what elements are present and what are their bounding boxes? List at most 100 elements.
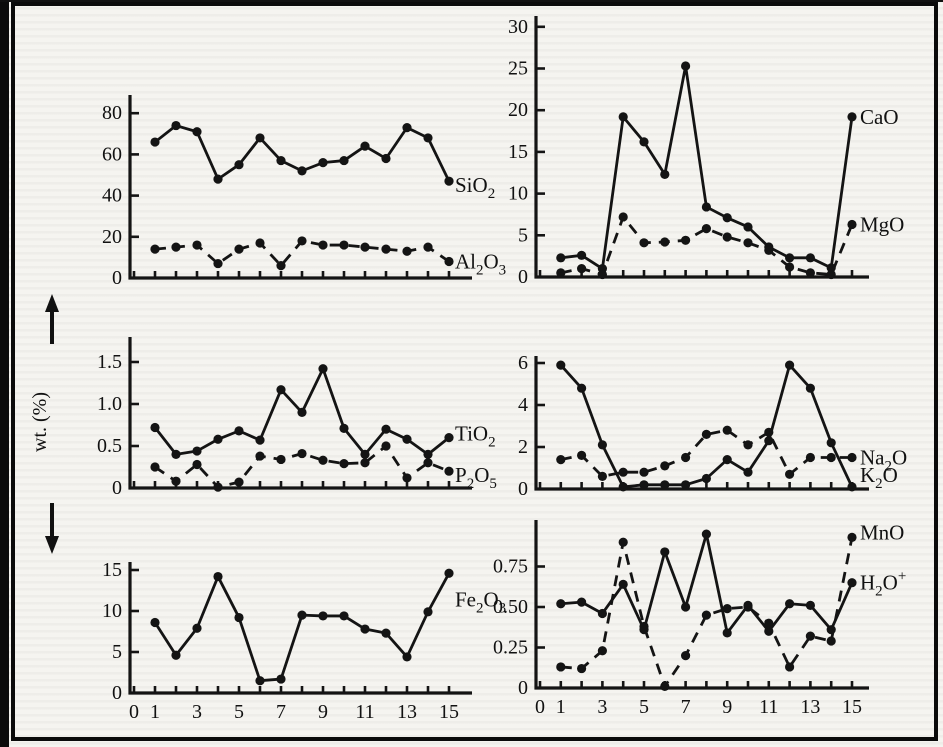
- data-point: [764, 436, 774, 446]
- data-point: [577, 450, 587, 460]
- data-point: [805, 600, 816, 610]
- y-tick-label: 5: [518, 224, 528, 246]
- data-point: [381, 153, 391, 164]
- y-axis: 0 0.25 0.50 0.75: [493, 520, 545, 699]
- series-K2O: K2O: [556, 360, 898, 492]
- y-axis-unit-label: wt. (%): [29, 392, 51, 452]
- data-point: [805, 253, 816, 263]
- data-point: [701, 529, 712, 539]
- data-point: [318, 455, 328, 465]
- data-point: [577, 383, 587, 393]
- y-tick-label: 6: [518, 352, 528, 374]
- x-tick-label: 0: [129, 701, 139, 723]
- data-point: [150, 244, 160, 254]
- data-point: [681, 480, 691, 490]
- y-tick-label: 0: [518, 677, 528, 699]
- data-point: [381, 244, 391, 254]
- series-line-MnO: [560, 537, 854, 688]
- data-point: [556, 268, 566, 278]
- chart-sio2-al2o3: 0 20 40 60 80 SiO2 Al2O3: [102, 95, 506, 289]
- data-point: [618, 212, 628, 222]
- x-tick-label: 5: [234, 701, 244, 723]
- data-point: [847, 532, 857, 542]
- y-tick-label: 15: [102, 559, 122, 581]
- data-point: [577, 264, 587, 274]
- data-point: [171, 449, 181, 459]
- data-point: [255, 451, 265, 461]
- data-point: [297, 407, 307, 417]
- x-tick-label: 9: [722, 696, 732, 718]
- data-point: [339, 155, 349, 166]
- data-point: [618, 579, 628, 589]
- data-point: [722, 604, 732, 614]
- data-point: [423, 242, 433, 252]
- data-point: [234, 612, 244, 623]
- series-CaO: CaO: [556, 61, 899, 274]
- chart-cao-mgo: 0 5 10 15 20 25 30 CaO MgO: [508, 16, 904, 288]
- data-point: [234, 477, 244, 487]
- data-point: [826, 438, 836, 448]
- data-point: [847, 112, 857, 122]
- data-point: [618, 112, 628, 122]
- series-line-MgO: [560, 215, 854, 276]
- y-tick-label: 4: [518, 394, 528, 416]
- y-tick-label: 0: [112, 477, 122, 499]
- series-label-K2O: K2O: [860, 463, 898, 492]
- data-point: [826, 636, 836, 646]
- x-axis: [128, 271, 472, 280]
- data-point: [213, 174, 223, 184]
- down-arrow-icon: [45, 503, 59, 554]
- data-point: [597, 471, 608, 481]
- data-point: [785, 662, 795, 672]
- data-point: [213, 434, 223, 444]
- data-point: [402, 473, 412, 483]
- data-point: [701, 610, 712, 620]
- data-point: [402, 123, 412, 133]
- data-point: [297, 610, 307, 620]
- data-point: [639, 467, 649, 477]
- data-point: [785, 262, 795, 272]
- y-tick-label: 10: [508, 183, 528, 205]
- data-point: [805, 268, 816, 278]
- y-tick-label: 0: [518, 266, 528, 288]
- x-tick-label: 3: [597, 696, 607, 718]
- x-tick-label: 15: [842, 696, 862, 718]
- y-tick-label: 0.25: [493, 637, 528, 659]
- y-tick-label: 20: [508, 99, 528, 121]
- data-point: [660, 681, 670, 691]
- data-point: [785, 360, 795, 370]
- data-point: [234, 244, 244, 254]
- data-point: [681, 61, 691, 71]
- x-tick-label: 0: [535, 696, 545, 718]
- data-point: [660, 461, 670, 471]
- series-Na2O: Na2O: [556, 425, 907, 481]
- x-tick-label: 11: [759, 696, 778, 718]
- data-point: [597, 269, 608, 280]
- y-tick-label: 60: [102, 143, 122, 165]
- data-point: [764, 618, 774, 628]
- x-tick-label: 1: [150, 701, 160, 723]
- series-line-Na2O: [560, 428, 852, 478]
- x-tick-label: 7: [276, 701, 286, 723]
- data-point: [444, 433, 454, 443]
- data-point: [276, 261, 286, 271]
- y-tick-label: 0: [112, 267, 122, 289]
- data-point: [444, 176, 454, 186]
- data-point: [213, 482, 223, 492]
- x-tick-label: 11: [355, 701, 374, 723]
- data-point: [318, 364, 328, 374]
- y-tick-label: 15: [508, 141, 528, 163]
- data-point: [743, 602, 753, 612]
- data-point: [785, 599, 795, 609]
- y-axis: 0 20 40 60 80: [102, 95, 139, 289]
- series-TiO2: TiO2: [150, 364, 496, 459]
- data-point: [722, 628, 732, 638]
- data-point: [743, 238, 753, 248]
- data-point: [805, 383, 816, 393]
- data-point: [722, 455, 732, 465]
- y-tick-label: 0.5: [97, 435, 122, 457]
- data-point: [234, 426, 244, 436]
- data-point: [577, 663, 587, 674]
- y-tick-label: 0: [112, 682, 122, 704]
